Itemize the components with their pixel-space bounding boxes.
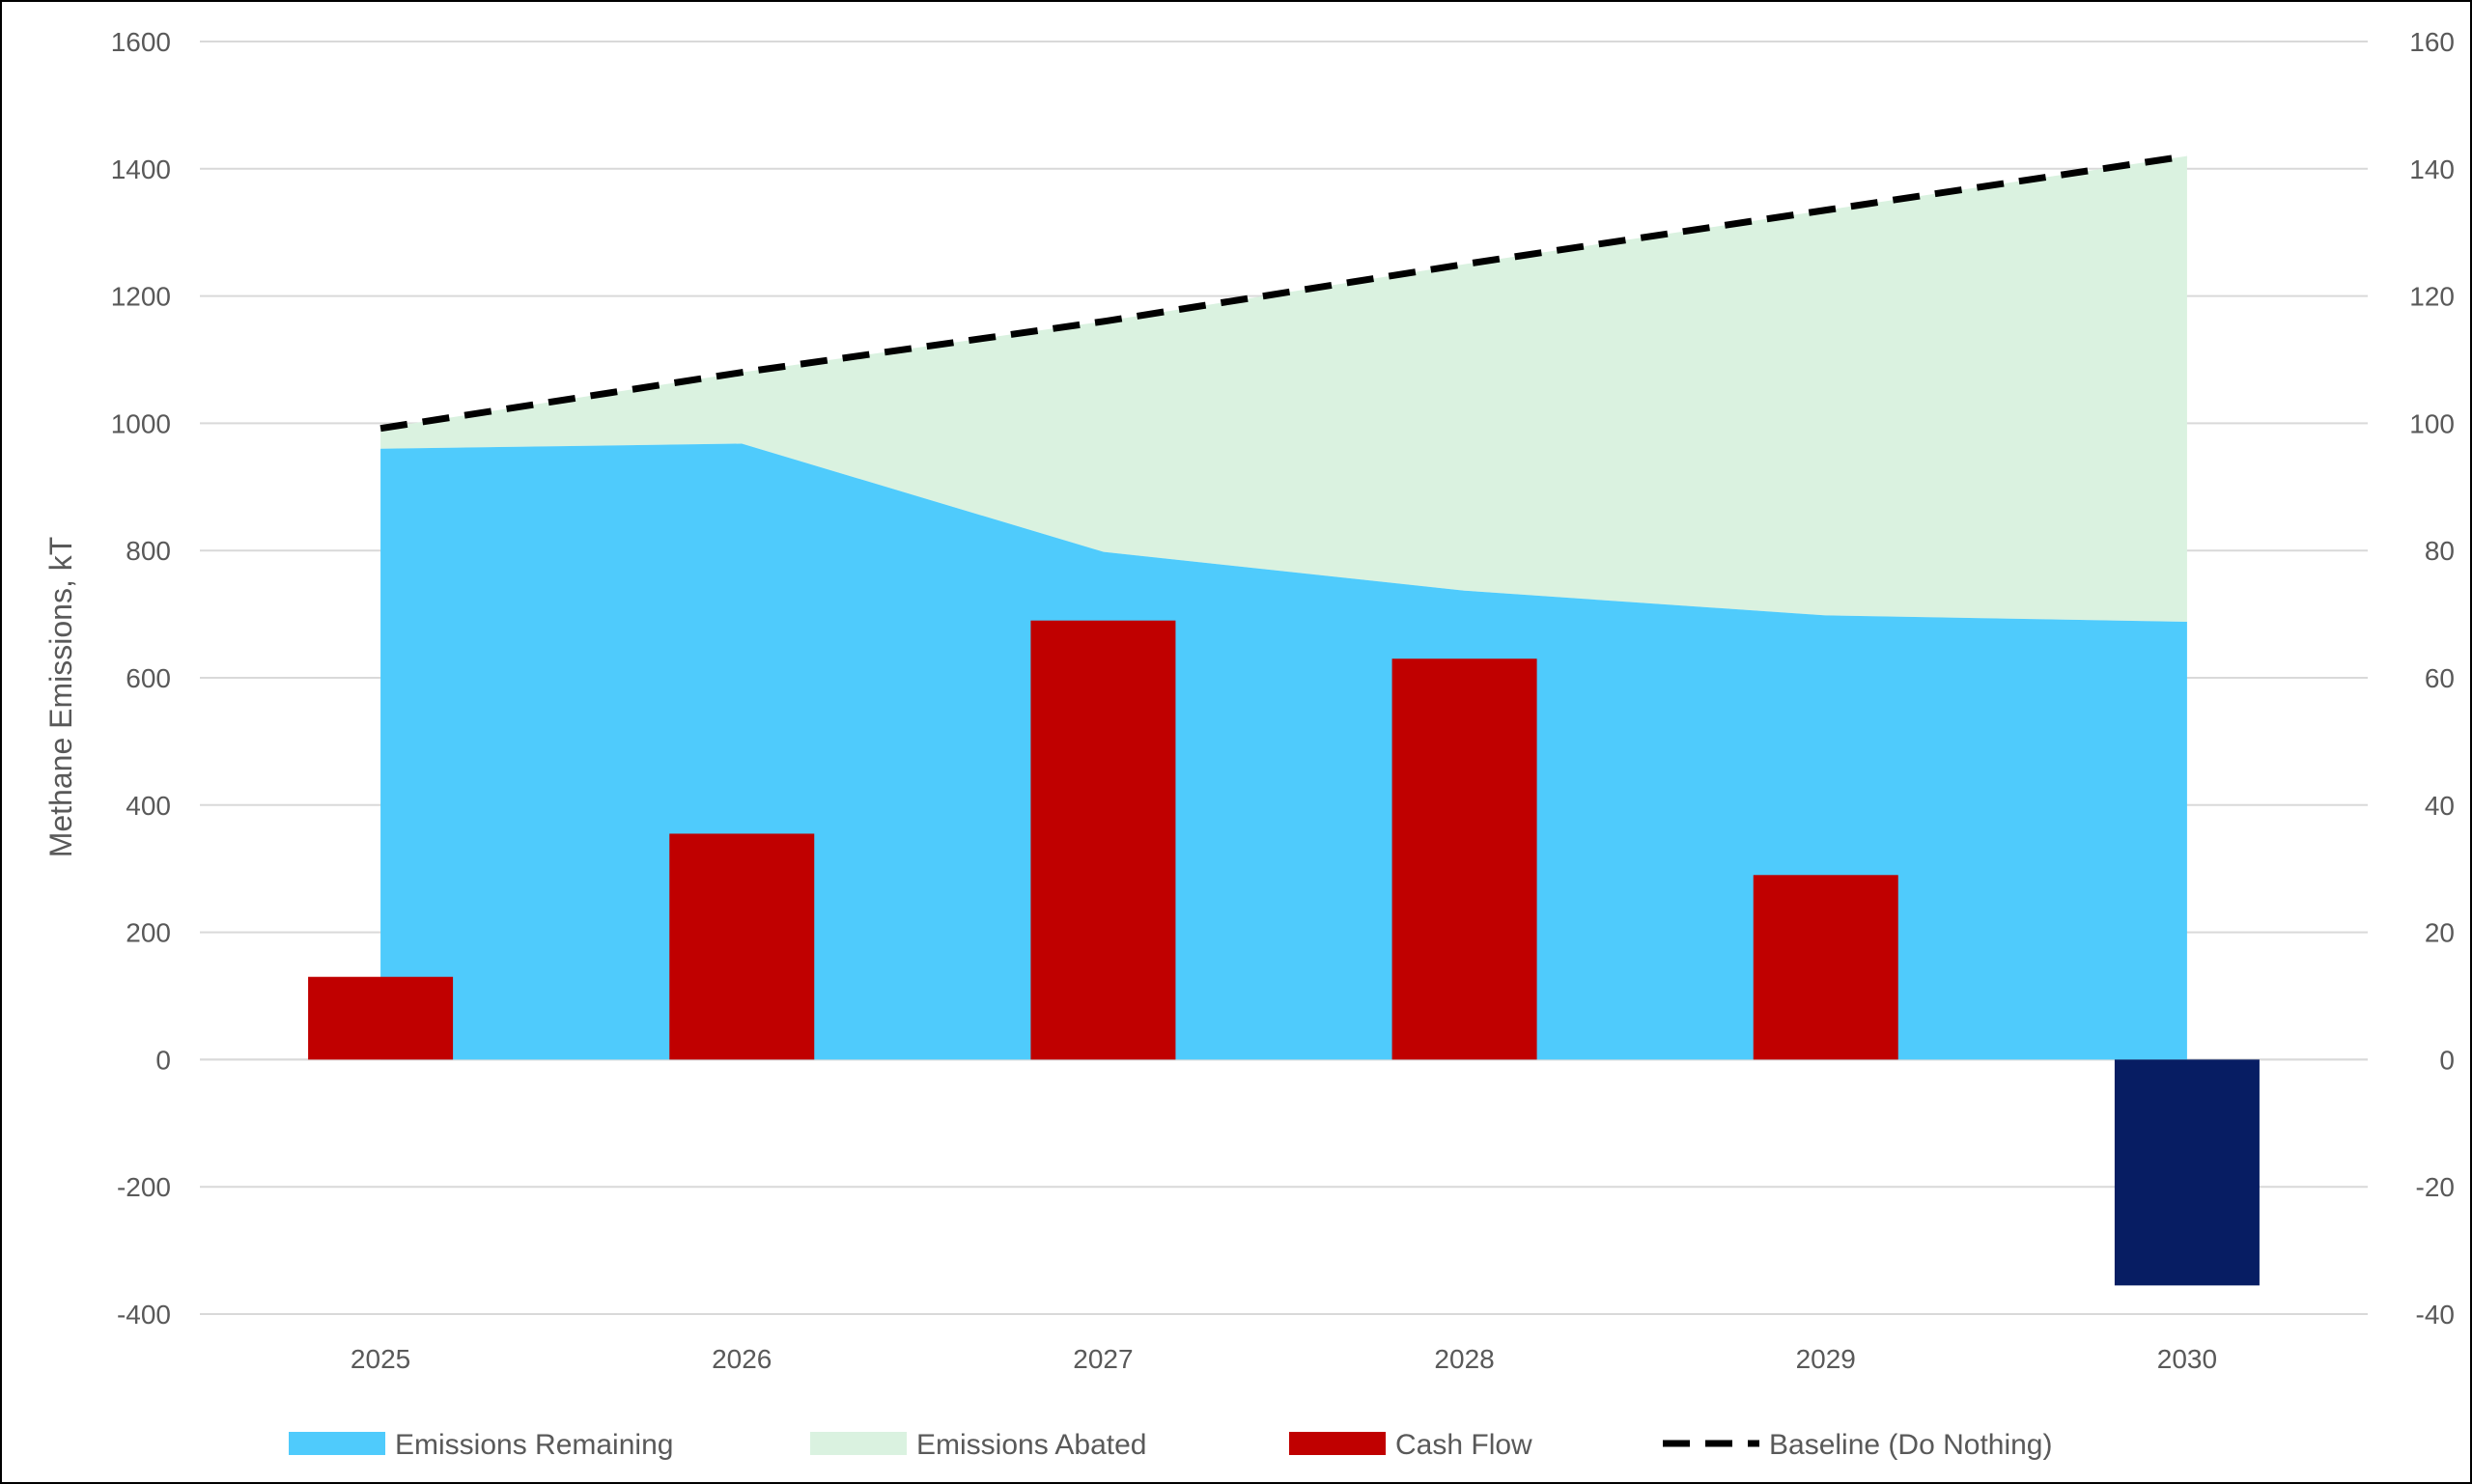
secondary-tick-label: 20 — [2425, 918, 2455, 948]
bar-cash-flow — [669, 833, 815, 1060]
category-tick-label: 2028 — [1434, 1344, 1494, 1374]
legend-swatch — [1289, 1432, 1386, 1455]
primary-axis: -400 -200 0 200 400 600 800 1000 1200 1400 1600 — [111, 27, 171, 1330]
legend: Emissions Remaining Emissions Abated Cash … — [289, 1429, 2052, 1461]
primary-tick-label: -200 — [117, 1172, 171, 1202]
secondary-tick-label: 0 — [2439, 1045, 2455, 1075]
legend-swatch — [289, 1432, 385, 1455]
bar-cash-flow — [1030, 620, 1176, 1060]
primary-axis-title: Methane Emissions, kT — [43, 537, 78, 858]
primary-tick-label: 800 — [126, 536, 171, 566]
bar-cash-flow — [1753, 875, 1898, 1060]
legend-item: Baseline (Do Nothing) — [1663, 1429, 2052, 1461]
bar-series — [308, 620, 2260, 1286]
category-tick-label: 2027 — [1073, 1344, 1133, 1374]
baseline-series — [379, 153, 2188, 433]
secondary-tick-label: 60 — [2425, 663, 2455, 693]
bar-cash-flow — [1391, 658, 1537, 1060]
category-tick-label: 2030 — [2157, 1344, 2217, 1374]
secondary-tick-label: -20 — [2416, 1172, 2455, 1202]
legend-item: Cash Flow — [1289, 1429, 1532, 1461]
secondary-tick-label: 100 — [2409, 408, 2455, 438]
legend-item: Emissions Abated — [810, 1429, 1146, 1461]
legend-item: Emissions Remaining — [289, 1429, 673, 1461]
area-emissions-abated — [380, 155, 2187, 623]
category-tick-label: 2026 — [712, 1344, 772, 1374]
legend-label: Emissions Abated — [916, 1429, 1146, 1461]
bar-cash-flow — [308, 976, 454, 1060]
secondary-axis: -40 -20 0 20 40 60 80 100 120 140 160 — [2409, 27, 2455, 1330]
area-series — [380, 155, 2187, 1060]
primary-tick-label: 400 — [126, 791, 171, 821]
secondary-tick-label: 80 — [2425, 536, 2455, 566]
primary-tick-label: 1400 — [111, 154, 171, 184]
secondary-tick-label: 140 — [2409, 154, 2455, 184]
primary-tick-label: 200 — [126, 918, 171, 948]
legend-label: Cash Flow — [1395, 1429, 1532, 1461]
primary-tick-label: 1600 — [111, 27, 171, 57]
bar-cash-flow — [2114, 1059, 2260, 1286]
secondary-tick-label: 40 — [2425, 791, 2455, 821]
area-emissions-remaining — [380, 443, 2187, 1060]
line-baseline — [379, 153, 2188, 433]
category-axis: 2025 2026 2027 2028 2029 2030 — [351, 1344, 2217, 1374]
primary-tick-label: 0 — [155, 1045, 171, 1075]
secondary-tick-label: 120 — [2409, 282, 2455, 312]
category-tick-label: 2029 — [1796, 1344, 1856, 1374]
secondary-tick-label: -40 — [2416, 1300, 2455, 1330]
primary-tick-label: 600 — [126, 663, 171, 693]
category-tick-label: 2025 — [351, 1344, 410, 1374]
primary-tick-label: -400 — [117, 1300, 171, 1330]
secondary-tick-label: 160 — [2409, 27, 2455, 57]
legend-label: Baseline (Do Nothing) — [1769, 1429, 2052, 1461]
legend-swatch — [810, 1432, 907, 1455]
primary-tick-label: 1000 — [111, 408, 171, 438]
legend-label: Emissions Remaining — [395, 1429, 673, 1461]
primary-tick-label: 1200 — [111, 282, 171, 312]
